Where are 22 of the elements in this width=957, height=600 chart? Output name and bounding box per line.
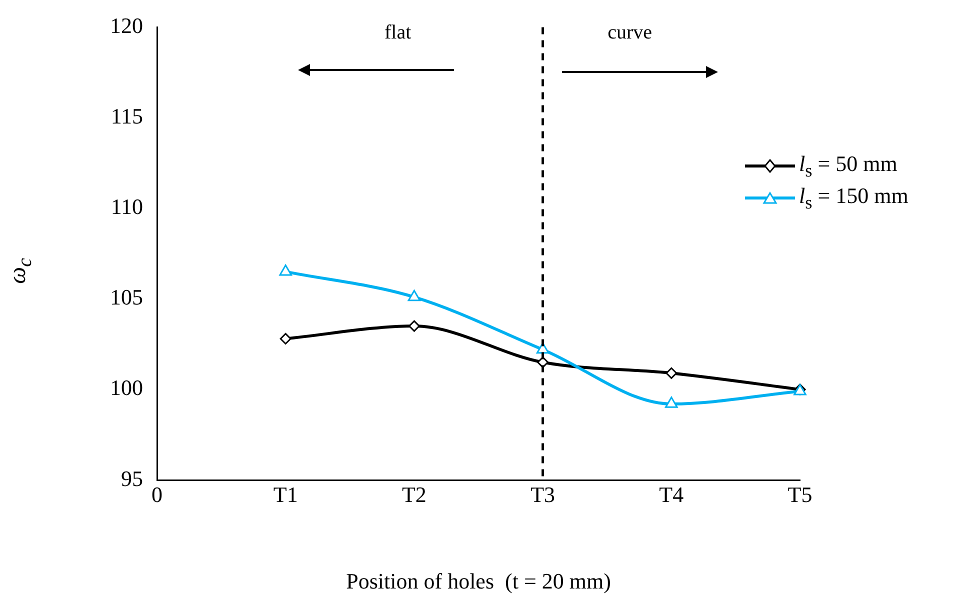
annotation: flat xyxy=(384,21,412,44)
x-tick-label: T4 xyxy=(659,482,684,507)
x-tick-label: 0 xyxy=(152,482,162,507)
x-tick-label: T1 xyxy=(273,482,298,507)
point xyxy=(279,264,292,276)
legend-label: l$_{s}$ = 150 mm xyxy=(799,182,908,214)
y-tick-label: 95 xyxy=(121,466,143,491)
x-tick-label: T2 xyxy=(402,482,426,507)
x-tick-label: T5 xyxy=(788,482,812,507)
x-tick-label: T3 xyxy=(530,482,556,507)
y-tick-label: 105 xyxy=(110,284,143,310)
point xyxy=(280,332,292,344)
point xyxy=(408,290,421,302)
y-tick-label: 115 xyxy=(110,104,143,129)
legend-label: l$_{s}$ = 50 mm xyxy=(799,150,898,182)
y-tick-label: 120 xyxy=(110,12,143,38)
x-axis-title: Position of holes (t = 20 mm) xyxy=(346,568,611,594)
y-tick-label: 110 xyxy=(110,194,143,220)
y-tick-label: 100 xyxy=(110,375,143,400)
point xyxy=(666,367,678,379)
annotation: curve xyxy=(608,21,652,44)
point xyxy=(408,320,420,332)
